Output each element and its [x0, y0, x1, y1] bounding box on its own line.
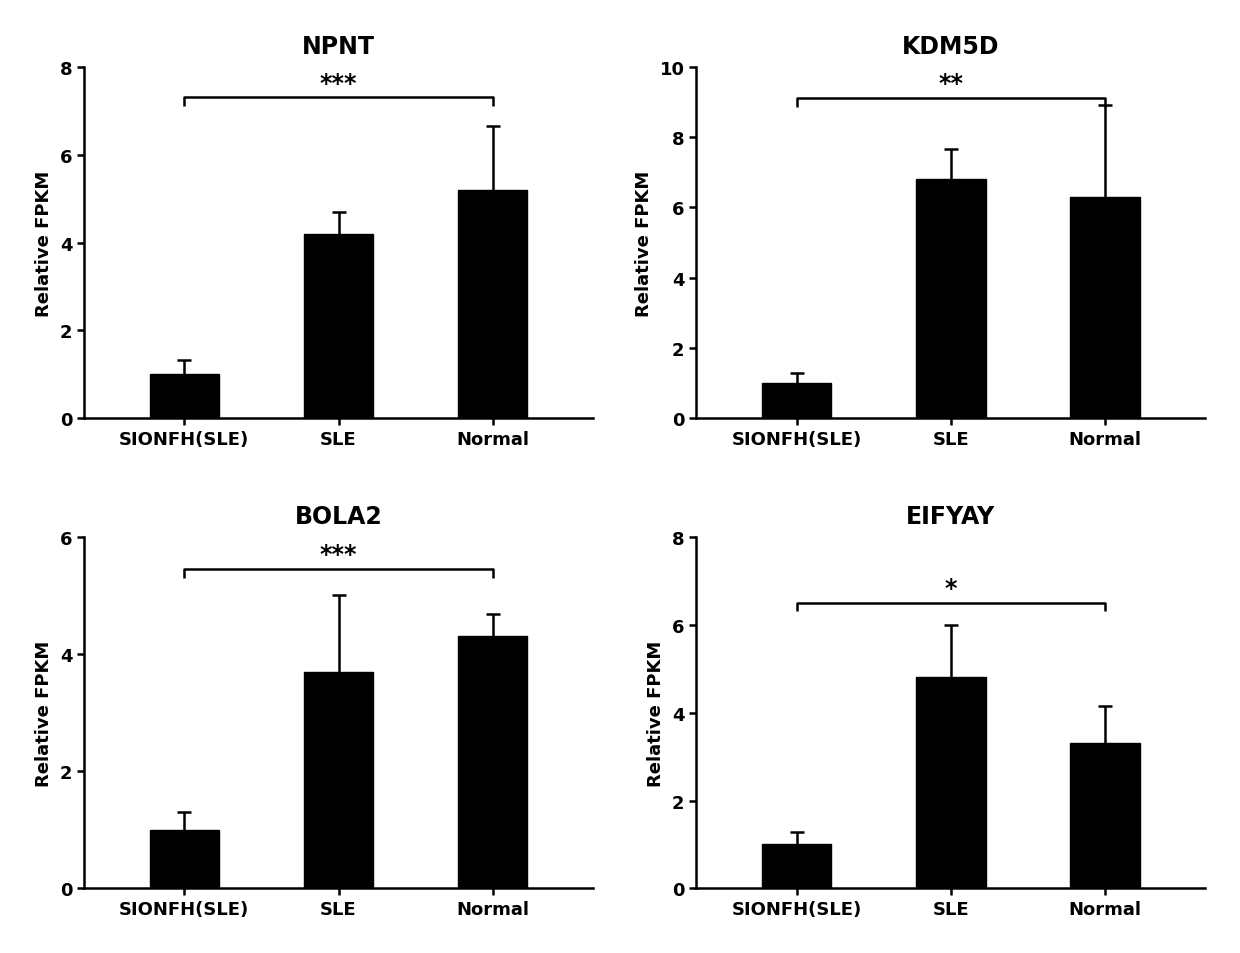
Bar: [458, 637, 527, 888]
Y-axis label: Relative FPKM: Relative FPKM: [647, 639, 665, 786]
Bar: [150, 830, 219, 888]
Bar: [304, 234, 373, 419]
Text: ***: ***: [320, 542, 357, 566]
Bar: [761, 844, 831, 888]
Title: NPNT: NPNT: [303, 34, 374, 59]
Bar: [150, 375, 219, 419]
Title: EIFYAY: EIFYAY: [906, 504, 996, 528]
Bar: [761, 384, 831, 419]
Y-axis label: Relative FPKM: Relative FPKM: [635, 171, 652, 316]
Title: KDM5D: KDM5D: [901, 34, 999, 59]
Bar: [1070, 197, 1140, 419]
Title: BOLA2: BOLA2: [295, 504, 382, 528]
Text: **: **: [939, 72, 963, 96]
Text: ***: ***: [320, 71, 357, 95]
Bar: [304, 672, 373, 888]
Y-axis label: Relative FPKM: Relative FPKM: [35, 171, 53, 316]
Y-axis label: Relative FPKM: Relative FPKM: [35, 639, 53, 786]
Bar: [458, 191, 527, 419]
Text: *: *: [945, 577, 957, 600]
Bar: [916, 678, 986, 888]
Bar: [1070, 743, 1140, 888]
Bar: [916, 180, 986, 419]
